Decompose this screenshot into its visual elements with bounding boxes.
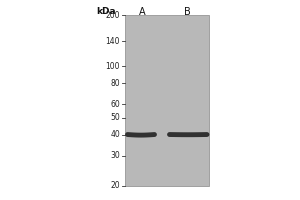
Text: 200: 200 [106,10,120,20]
Text: 140: 140 [106,37,120,46]
Text: 80: 80 [110,79,120,88]
Text: kDa: kDa [97,6,116,16]
Text: 20: 20 [110,182,120,190]
Text: B: B [184,7,191,17]
Text: A: A [139,7,146,17]
Bar [124,15,208,186]
Text: 100: 100 [106,62,120,71]
Text: 50: 50 [110,113,120,122]
Text: 40: 40 [110,130,120,139]
Text: 30: 30 [110,151,120,160]
Text: 60: 60 [110,100,120,109]
